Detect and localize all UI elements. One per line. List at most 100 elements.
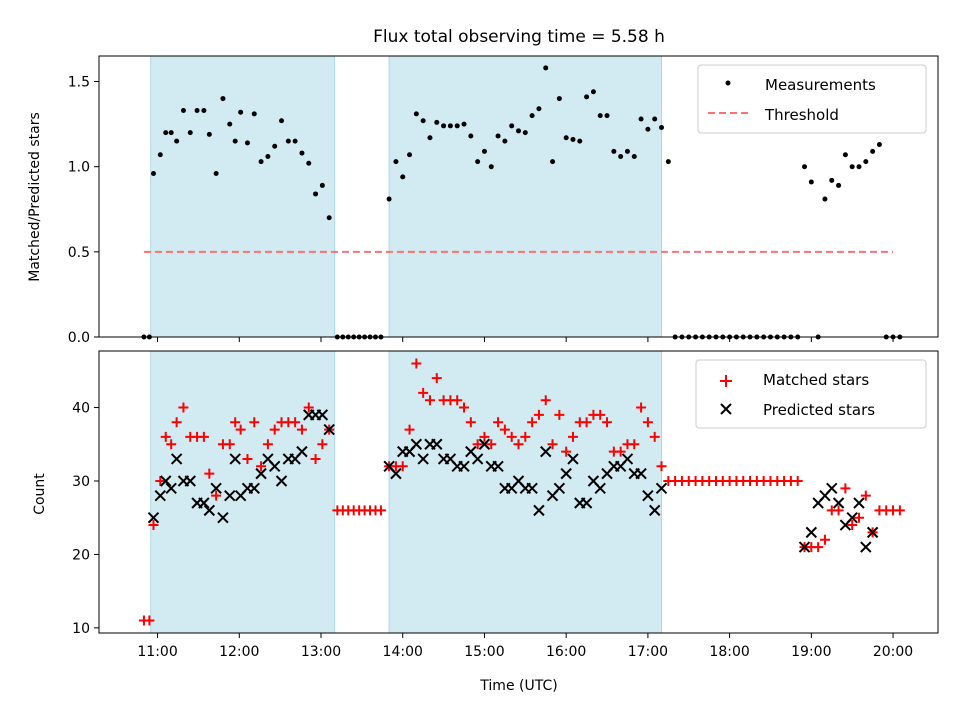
top-measurements-point (829, 177, 835, 183)
bottom-predicted-stars-point (635, 467, 647, 480)
bottom-matched-stars-point (160, 431, 171, 442)
bottom-matched-stars-point (310, 453, 321, 464)
top-measurements-point (645, 126, 651, 132)
bottom-predicted-stars-point (526, 482, 538, 495)
bottom-matched-stars-point (465, 417, 476, 428)
bottom-matched-stars-point (813, 542, 824, 553)
top-measurements-point (604, 113, 610, 119)
bottom-shaded-interval (388, 350, 663, 634)
bottom-predicted-stars-point (268, 460, 281, 473)
bottom-predicted-stars-point (316, 409, 329, 421)
bottom-axes-frame (98, 350, 939, 634)
top-measurements-point (447, 123, 453, 129)
bottom-y-tick-label: 10 (72, 621, 90, 637)
bottom-predicted-stars-point (655, 482, 668, 495)
flux-ratio-panel: 0.0 0.5 1.0 1.5 (68, 55, 939, 346)
bottom-predicted-stars-point (826, 482, 838, 495)
legend-bottom-box (695, 359, 927, 429)
bottom-matched-stars-point (155, 475, 166, 486)
bottom-matched-stars-point (431, 373, 442, 384)
top-measurements-point (563, 135, 569, 141)
bottom-matched-stars-point (840, 483, 851, 494)
bottom-matched-stars-point (418, 387, 429, 398)
top-measurements-point (638, 116, 644, 122)
bottom-matched-stars-point (860, 490, 871, 501)
top-measurements-point (279, 118, 285, 124)
top-measurements-point (577, 138, 583, 144)
bottom-matched-stars-point (171, 417, 182, 428)
top-measurements-point (232, 138, 238, 144)
star-count-panel: 10 20 30 40 11:00 12:00 13:00 14:00 15:00 16:00 17… (72, 350, 939, 660)
top-measurements-point (584, 94, 590, 100)
bottom-x-tick-label: 17:00 (628, 644, 668, 660)
bottom-predicted-stars-point (846, 511, 858, 524)
top-measurements-point (475, 159, 481, 165)
legend-bottom: Matched stars Predicted stars (695, 359, 927, 429)
bottom-matched-stars-point (397, 461, 408, 472)
top-measurements-point (631, 153, 637, 159)
top-measurements-point (461, 121, 467, 127)
bottom-predicted-stars-point (296, 445, 308, 458)
top-y-tick-label: 0.0 (68, 330, 90, 346)
bottom-predicted-stars-point (798, 541, 811, 553)
top-measurements-point (251, 111, 257, 117)
bottom-predicted-stars-point (210, 482, 222, 495)
bottom-matched-stars-point (615, 446, 626, 457)
top-measurements-point (454, 123, 460, 129)
top-measurements-point (495, 133, 501, 139)
top-measurements-point (522, 130, 528, 136)
bottom-y-tick-label: 20 (72, 547, 90, 563)
bottom-predicted-stars-point (248, 482, 260, 495)
bottom-predicted-stars-point (147, 511, 160, 524)
bottom-predicted-stars-point (832, 497, 845, 509)
top-measurements-point (536, 106, 542, 112)
bottom-matched-stars-point (540, 395, 551, 406)
legend-matched-marker (720, 375, 732, 387)
bottom-predicted-stars-point (860, 541, 872, 553)
bottom-predicted-stars-point (458, 460, 470, 473)
bottom-matched-stars-point (290, 417, 301, 428)
bottom-predicted-stars-point (853, 497, 865, 509)
bottom-matched-stars-point (242, 453, 253, 464)
top-measurements-point (597, 113, 603, 119)
bottom-matched-stars-point (649, 431, 660, 442)
top-measurements-point (618, 153, 624, 159)
bottom-matched-stars-point (506, 431, 517, 442)
top-measurements-point (168, 130, 174, 136)
top-measurements-point (590, 89, 596, 95)
top-measurements-point (393, 159, 399, 165)
bottom-predicted-stars-point (471, 453, 484, 465)
top-measurements-point (150, 171, 156, 177)
bottom-x-tick-label: 12:00 (219, 644, 259, 660)
top-measurements-point (856, 164, 862, 170)
top-measurements-point (220, 96, 226, 102)
top-measurements-point (201, 107, 207, 113)
bottom-matched-stars-point (224, 439, 235, 450)
bottom-predicted-stars-point (594, 482, 606, 495)
bottom-matched-stars-point (211, 490, 222, 501)
top-y-tick-label: 0.5 (68, 245, 90, 261)
top-measurements-point (213, 171, 219, 177)
bottom-predicted-stars-point (165, 482, 177, 495)
bottom-predicted-stars-point (198, 497, 210, 509)
top-axes-frame (98, 55, 939, 338)
bottom-matched-stars-point (296, 424, 307, 435)
bottom-predicted-stars-point (540, 445, 552, 458)
bottom-matched-stars-point (499, 424, 510, 435)
bottom-matched-stars-point (317, 439, 328, 450)
bottom-predicted-stars-point (184, 475, 196, 487)
bottom-predicted-stars-point (642, 489, 654, 502)
bottom-y-axis-label: Count (32, 473, 48, 515)
legend-top: Measurements Threshold (697, 64, 927, 134)
top-measurements-point (876, 142, 882, 148)
chart-title: Flux total observing time = 5.58 h (373, 27, 665, 47)
bottom-x-tick-label: 16:00 (546, 644, 586, 660)
bottom-matched-stars-point (854, 512, 865, 523)
top-measurements-point (842, 152, 848, 158)
bottom-y-tick-label: 30 (72, 474, 90, 490)
top-measurements-point (272, 143, 278, 149)
bottom-predicted-stars-point (255, 467, 267, 480)
top-measurements-point (570, 136, 576, 142)
top-measurements-point (420, 118, 426, 124)
top-measurements-point (244, 140, 250, 146)
